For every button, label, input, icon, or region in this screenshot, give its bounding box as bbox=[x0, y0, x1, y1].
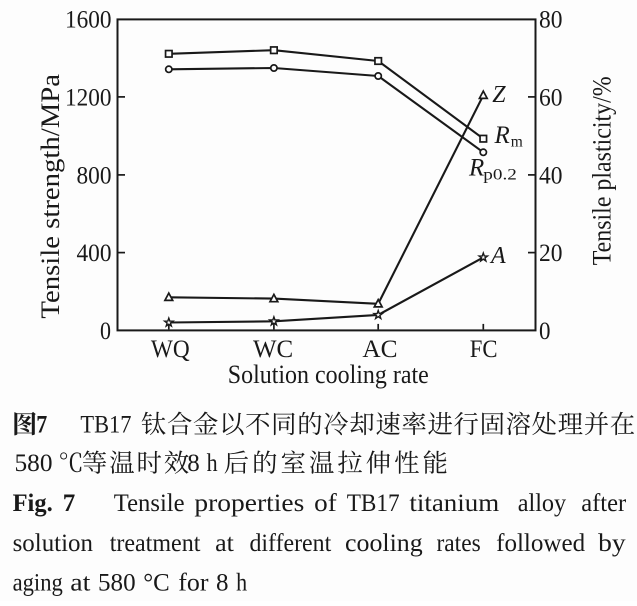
svg-text:7: 7 bbox=[36, 411, 47, 438]
svg-text:Tensile: Tensile bbox=[114, 490, 185, 517]
svg-text:FC: FC bbox=[470, 336, 498, 363]
svg-text:aging: aging bbox=[13, 570, 64, 597]
svg-text:80: 80 bbox=[539, 7, 563, 34]
svg-text:AC: AC bbox=[362, 336, 397, 363]
svg-text:solution: solution bbox=[13, 530, 94, 557]
svg-text:TB17: TB17 bbox=[347, 490, 400, 517]
svg-text:0: 0 bbox=[100, 318, 111, 345]
svg-text:Tensile strength/MPa: Tensile strength/MPa bbox=[36, 74, 65, 319]
svg-text:WQ: WQ bbox=[151, 336, 190, 363]
svg-text:at: at bbox=[70, 570, 90, 597]
svg-text:580: 580 bbox=[98, 570, 136, 597]
svg-text:cooling: cooling bbox=[345, 530, 423, 557]
svg-text:800: 800 bbox=[77, 163, 112, 190]
svg-text:rates: rates bbox=[437, 530, 481, 557]
svg-text:of: of bbox=[314, 490, 337, 517]
svg-text:Z: Z bbox=[492, 82, 506, 108]
svg-text:WC: WC bbox=[253, 336, 293, 363]
svg-text:580: 580 bbox=[15, 450, 53, 477]
svg-text:p0.2: p0.2 bbox=[483, 167, 517, 184]
svg-text:properties: properties bbox=[194, 490, 304, 517]
svg-text:titanium: titanium bbox=[409, 490, 499, 517]
svg-text:Fig.: Fig. bbox=[13, 490, 53, 517]
svg-text:°C: °C bbox=[143, 570, 170, 597]
svg-text:1600: 1600 bbox=[65, 7, 112, 34]
svg-text:at: at bbox=[215, 530, 234, 557]
svg-text:1200: 1200 bbox=[65, 85, 112, 112]
svg-text:treatment: treatment bbox=[110, 530, 201, 557]
svg-text:by: by bbox=[598, 530, 626, 557]
svg-text:TB17: TB17 bbox=[80, 411, 131, 438]
svg-text:R: R bbox=[468, 155, 484, 182]
svg-text:followed: followed bbox=[496, 530, 586, 557]
svg-text:m: m bbox=[511, 134, 523, 151]
svg-text:h: h bbox=[236, 570, 247, 597]
svg-text:7: 7 bbox=[63, 490, 76, 517]
svg-text:Solution cooling rate: Solution cooling rate bbox=[228, 360, 429, 389]
svg-text:40: 40 bbox=[539, 163, 563, 190]
svg-text:h: h bbox=[207, 450, 218, 477]
svg-text:A: A bbox=[489, 243, 506, 269]
svg-text:different: different bbox=[250, 530, 332, 557]
svg-text:for: for bbox=[178, 570, 209, 597]
svg-text:8: 8 bbox=[187, 450, 200, 477]
svg-text:400: 400 bbox=[77, 240, 112, 267]
svg-text:60: 60 bbox=[539, 85, 563, 112]
svg-text:alloy: alloy bbox=[518, 490, 567, 517]
svg-text:8: 8 bbox=[216, 570, 229, 597]
svg-text:20: 20 bbox=[539, 240, 563, 267]
svg-text:R: R bbox=[494, 122, 510, 149]
svg-text:0: 0 bbox=[539, 318, 551, 345]
svg-text:Tensile plasticity/%: Tensile plasticity/% bbox=[588, 76, 617, 265]
svg-text:after: after bbox=[581, 490, 627, 517]
